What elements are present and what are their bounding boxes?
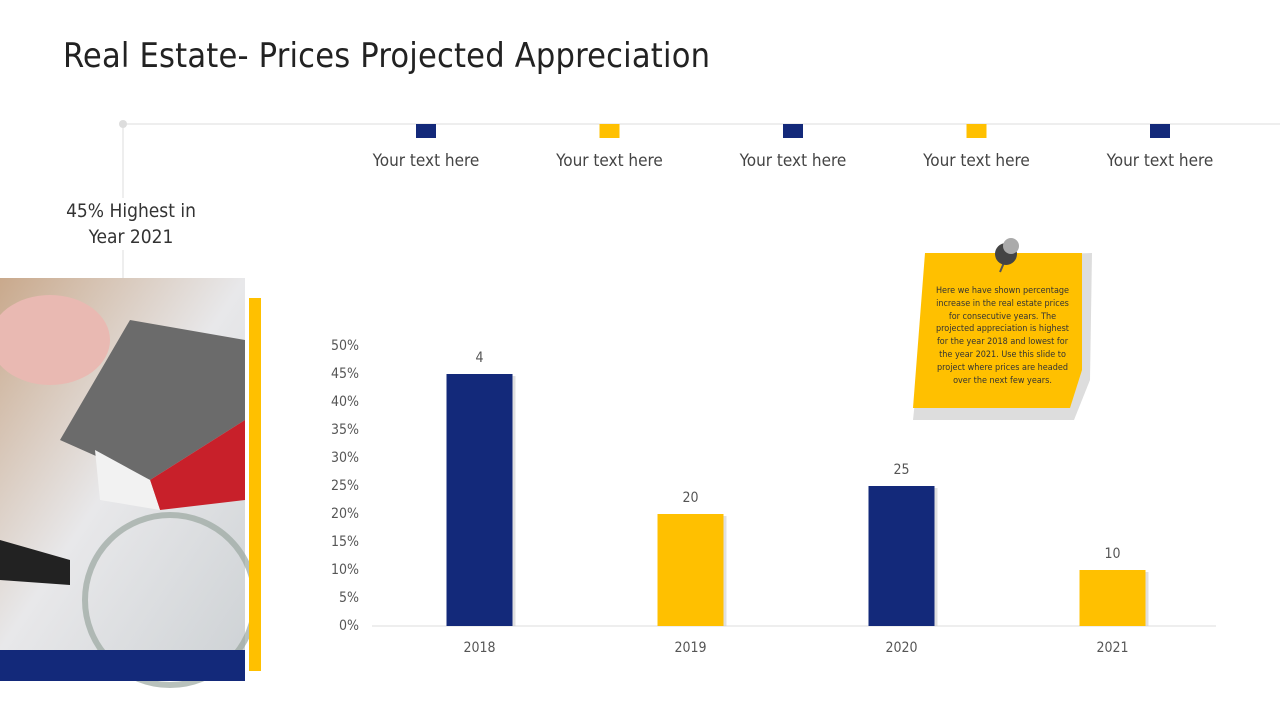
y-tick-label: 15% <box>331 534 359 550</box>
title: Real Estate- Prices Projected Appreciati… <box>63 36 711 76</box>
y-tick-label: 35% <box>331 422 359 438</box>
value-label: 20 <box>682 490 698 506</box>
photo <box>0 278 258 688</box>
timeline-marker <box>966 124 987 138</box>
timeline-text: Your text here <box>739 151 847 171</box>
value-label: 10 <box>1104 546 1120 562</box>
value-label: 4 <box>475 350 483 366</box>
y-tick-label: 45% <box>331 366 359 382</box>
timeline-text: Your text here <box>923 151 1030 171</box>
photo-band <box>0 650 245 681</box>
x-tick-label: 2021 <box>1096 640 1128 656</box>
y-tick-label: 30% <box>331 450 359 466</box>
y-tick-label: 40% <box>331 394 359 410</box>
timeline-text: Your text here <box>556 151 663 171</box>
x-tick-label: 2019 <box>674 640 706 656</box>
bar <box>1079 570 1146 626</box>
value-label: 25 <box>893 462 909 478</box>
note-text: Here we have shown percentage increase i… <box>935 286 1070 386</box>
bar <box>868 486 935 626</box>
accent-strip <box>249 298 261 671</box>
y-tick-label: 5% <box>339 590 359 606</box>
y-tick-label: 50% <box>331 338 359 354</box>
y-tick-label: 20% <box>331 506 359 522</box>
x-tick-label: 2018 <box>463 640 495 656</box>
x-tick-label: 2020 <box>885 640 917 656</box>
sticky-note <box>913 238 1092 420</box>
bar <box>446 374 513 626</box>
bar <box>657 514 724 626</box>
timeline-marker <box>1150 124 1170 138</box>
timeline-text: Your text here <box>372 151 480 171</box>
y-tick-label: 10% <box>331 562 359 578</box>
timeline-text: Your text here <box>1106 151 1214 171</box>
y-tick-label: 0% <box>339 618 359 634</box>
timeline-marker <box>416 124 436 138</box>
timeline-dot <box>119 120 127 128</box>
timeline-marker <box>783 124 803 138</box>
timeline-marker <box>599 124 620 138</box>
y-tick-label: 25% <box>331 478 359 494</box>
side-note: 45% Highest in Year 2021 <box>55 198 207 250</box>
